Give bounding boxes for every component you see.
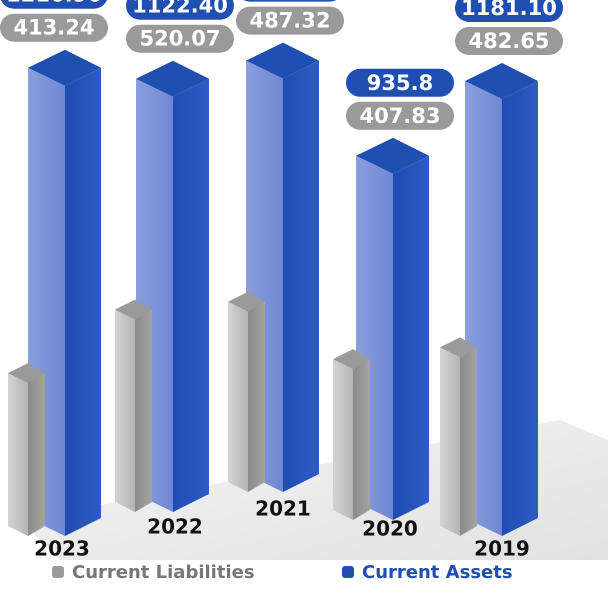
x-tick-label: 2020 bbox=[362, 517, 418, 541]
bar-front bbox=[115, 309, 135, 512]
bar bbox=[115, 299, 152, 512]
bar-side bbox=[135, 309, 152, 512]
bar-top bbox=[440, 337, 477, 358]
legend-swatch bbox=[52, 566, 64, 578]
x-tick-label: 2022 bbox=[147, 515, 203, 539]
legend-label: Current Assets bbox=[362, 562, 513, 583]
bar-side bbox=[460, 347, 477, 536]
data-label: 1122.40 bbox=[132, 0, 228, 18]
value-pill bbox=[455, 26, 563, 55]
bar-side bbox=[28, 373, 45, 536]
bar-side bbox=[173, 78, 209, 512]
data-label: 520.07 bbox=[139, 27, 220, 51]
legend-label: Current Liabilities bbox=[72, 562, 255, 583]
bar-front bbox=[228, 301, 248, 492]
value-pill bbox=[243, 0, 337, 2]
bar-top bbox=[228, 291, 265, 312]
value-pill bbox=[455, 0, 563, 22]
bar-top bbox=[136, 60, 209, 97]
bar-top bbox=[465, 62, 538, 99]
bar bbox=[440, 337, 477, 536]
x-tick-label: 2019 bbox=[474, 537, 530, 561]
bar-top bbox=[333, 349, 370, 370]
bar-top bbox=[246, 42, 319, 79]
bar-top bbox=[115, 299, 152, 320]
bar-side bbox=[393, 155, 429, 520]
data-label: 1216.96 bbox=[6, 0, 102, 7]
data-label: 935.8 bbox=[367, 71, 433, 95]
data-label: 487.32 bbox=[249, 9, 330, 33]
bars: 413.24 1216.96 2023 520.07 1122.40 2022 487.32… bbox=[0, 0, 563, 561]
legend: Current Liabilities Current Assets bbox=[52, 562, 513, 583]
value-pill bbox=[1, 0, 107, 9]
value-pill bbox=[126, 24, 234, 53]
bar-side bbox=[353, 359, 370, 520]
bar-side bbox=[65, 67, 101, 537]
bar-top bbox=[28, 49, 101, 86]
bar-top bbox=[356, 137, 429, 174]
value-pill bbox=[236, 6, 344, 35]
data-label: 407.83 bbox=[359, 104, 440, 128]
bar-front bbox=[333, 359, 353, 520]
bar bbox=[333, 349, 370, 520]
bar-front bbox=[8, 373, 28, 536]
value-pill bbox=[346, 68, 454, 97]
bar-side bbox=[248, 301, 265, 492]
data-label: 1181.10 bbox=[461, 0, 557, 20]
bar-side bbox=[502, 80, 538, 537]
bar-top bbox=[8, 363, 45, 384]
bar-side bbox=[283, 60, 319, 492]
data-label: 482.65 bbox=[468, 29, 549, 53]
x-tick-label: 2021 bbox=[255, 497, 311, 521]
x-tick-label: 2023 bbox=[34, 537, 90, 561]
bar bbox=[246, 42, 319, 492]
legend-swatch bbox=[342, 566, 354, 578]
bar-front bbox=[440, 347, 460, 536]
data-label: 413.24 bbox=[13, 16, 94, 40]
bar bbox=[8, 363, 45, 536]
value-pill bbox=[0, 13, 108, 42]
bar bbox=[228, 291, 265, 492]
value-pill bbox=[346, 101, 454, 130]
value-pill bbox=[126, 0, 234, 20]
